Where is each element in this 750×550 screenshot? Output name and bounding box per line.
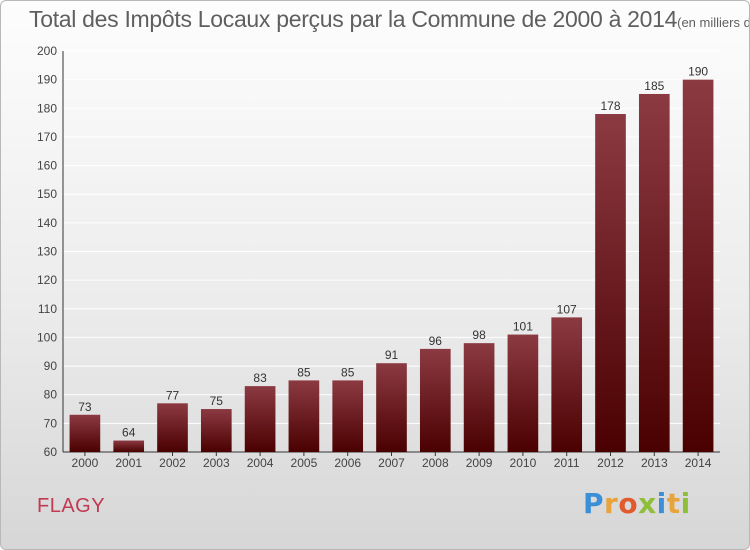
x-tick-label: 2000 [72,456,99,470]
logo-letter: x [638,487,657,520]
x-tick-label: 2005 [291,456,318,470]
data-label: 178 [600,99,620,113]
x-tick-label: 2012 [597,456,624,470]
bar[interactable] [376,363,407,452]
logo-letter: o [618,487,639,520]
x-tick-label: 2008 [422,456,449,470]
y-tick-label: 110 [38,302,57,316]
axes: 60 70 80 90 100 110 120 130 140 150 160 170 180 190 20… [37,44,720,470]
logo-letter: i [680,487,691,520]
bar[interactable] [69,414,101,452]
bars [69,79,714,453]
y-tick-label: 90 [44,359,58,373]
bar[interactable] [682,79,714,453]
y-tick-label: 70 [44,416,58,430]
data-label: 91 [385,348,399,362]
x-tick-label: 2003 [203,456,230,470]
x-tick-label: 2004 [247,456,274,470]
data-label: 101 [513,320,533,334]
data-label: 77 [166,388,180,402]
data-label: 75 [210,394,224,408]
data-label: 185 [644,79,664,93]
bar[interactable] [638,93,670,452]
data-label: 64 [122,426,136,440]
data-label: 83 [253,371,267,385]
x-tick-label: 2010 [510,456,537,470]
y-tick-label: 140 [37,216,57,230]
bar[interactable] [507,334,539,452]
data-label: 107 [557,302,577,316]
y-tick-label: 60 [44,445,58,459]
data-label: 96 [429,334,443,348]
data-label: 190 [688,65,708,79]
y-tick-label: 160 [37,159,57,173]
bar[interactable] [419,348,451,452]
y-tick-label: 130 [37,245,57,259]
y-tick-label: 150 [37,187,57,201]
bar[interactable] [463,343,495,452]
title-unit: (en milliers d'€) [677,15,749,30]
bar[interactable] [244,386,276,452]
x-tick-label: 2009 [466,456,493,470]
bar[interactable] [157,403,188,452]
y-tick-label: 180 [37,101,57,115]
logo-letter: r [604,487,619,520]
y-tick-label: 190 [37,73,57,87]
x-tick-label: 2006 [334,456,361,470]
logo-letter: i [656,487,667,520]
chart-title: Total des Impôts Locaux perçus par la Co… [29,6,749,33]
bar[interactable] [113,440,145,452]
commune-name: FLAGY [37,495,106,517]
bar[interactable] [332,380,364,452]
data-label: 85 [297,365,311,379]
data-label: 85 [341,365,355,379]
y-tick-label: 200 [37,44,57,58]
logo-letter: P [583,487,605,520]
x-tick-label: 2013 [641,456,668,470]
x-tick-label: 2002 [159,456,186,470]
y-tick-label: 120 [37,273,57,287]
x-tick-label: 2007 [378,456,405,470]
y-tick-label: 170 [37,130,57,144]
x-tick-label: 2001 [115,456,142,470]
bar[interactable] [288,380,320,452]
x-tick-label: 2014 [685,456,712,470]
bar[interactable] [595,114,626,452]
data-label: 73 [78,400,92,414]
title-text: Total des Impôts Locaux perçus par la Co… [29,6,678,32]
y-tick-label: 100 [37,330,57,344]
x-tick-label: 2011 [554,456,580,470]
bar[interactable] [551,317,583,452]
bar[interactable] [200,409,232,452]
logo-letter: t [666,487,681,520]
data-label: 98 [472,328,486,342]
y-tick-label: 80 [44,388,58,402]
proxiti-logo[interactable]: Proxiti [583,487,691,520]
labels: 73 64 77 75 83 85 85 91 96 98 101 107 178 185 190 [78,65,708,440]
